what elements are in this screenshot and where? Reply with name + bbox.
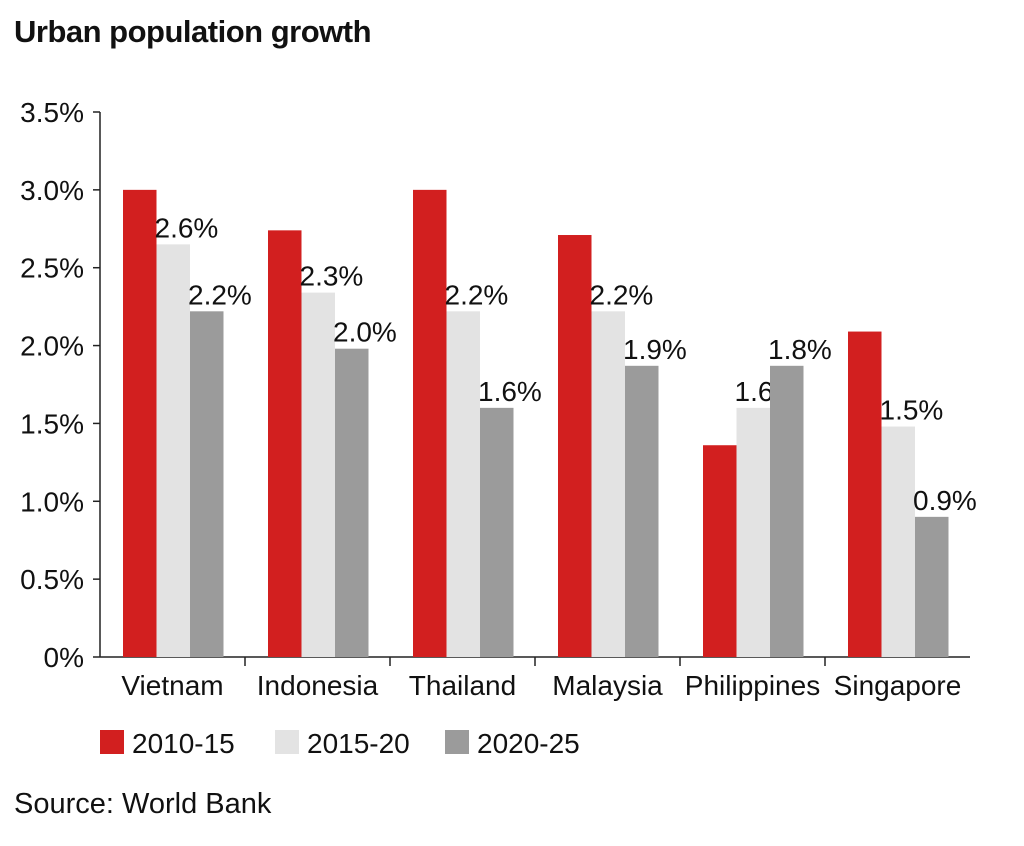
data-label: 0.9%: [913, 485, 977, 516]
x-tick-label: Thailand: [409, 670, 516, 701]
source-note: Source: World Bank: [14, 788, 272, 820]
bar-2015-20: [881, 426, 915, 657]
legend-swatch: [100, 730, 124, 754]
data-label: 2.3%: [300, 261, 364, 292]
bar-2020-25: [335, 348, 369, 657]
y-tick-label: 2.0%: [20, 331, 84, 362]
data-label: 2.2%: [445, 279, 509, 310]
data-label: 2.2%: [188, 279, 252, 310]
y-tick-label: 1.0%: [20, 486, 84, 517]
legend-label: 2020-25: [477, 728, 580, 759]
bar-2015-20: [446, 311, 480, 657]
data-label: 1.6%: [478, 376, 542, 407]
bar-2020-25: [480, 407, 514, 657]
y-tick-label: 0%: [44, 642, 84, 673]
data-label: 2.2%: [590, 279, 654, 310]
y-tick-label: 0.5%: [20, 564, 84, 595]
data-label: 1.5%: [880, 395, 944, 426]
data-label: 1.8%: [768, 334, 832, 365]
bar-2020-25: [625, 365, 659, 657]
bar-2020-25: [770, 365, 804, 657]
bar-2010-15: [848, 331, 882, 657]
data-label: 1.9%: [623, 334, 687, 365]
bar-2020-25: [915, 516, 949, 657]
bar-2010-15: [703, 445, 737, 657]
x-tick-label: Philippines: [685, 670, 820, 701]
x-tick-label: Singapore: [834, 670, 962, 701]
legend-label: 2010-15: [132, 728, 235, 759]
bar-2015-20: [736, 407, 770, 657]
bar-2015-20: [156, 244, 190, 657]
x-tick-label: Malaysia: [552, 670, 663, 701]
legend-swatch: [445, 730, 469, 754]
legend-label: 2015-20: [307, 728, 410, 759]
bar-2010-15: [268, 230, 302, 658]
data-label: 2.6%: [155, 212, 219, 243]
bar-2015-20: [591, 311, 625, 657]
chart-title: Urban population growth: [14, 14, 372, 49]
y-tick-label: 3.0%: [20, 175, 84, 206]
x-tick-label: Vietnam: [121, 670, 223, 701]
bar-2010-15: [123, 189, 157, 657]
x-tick-label: Indonesia: [257, 670, 379, 701]
legend-swatch: [275, 730, 299, 754]
bar-2010-15: [558, 235, 592, 657]
data-label: 2.0%: [333, 317, 397, 348]
bar-2020-25: [190, 311, 224, 657]
y-tick-label: 3.5%: [20, 97, 84, 128]
bar-2010-15: [413, 189, 447, 657]
bar-2015-20: [301, 292, 335, 657]
y-tick-label: 2.5%: [20, 253, 84, 284]
y-tick-label: 1.5%: [20, 408, 84, 439]
